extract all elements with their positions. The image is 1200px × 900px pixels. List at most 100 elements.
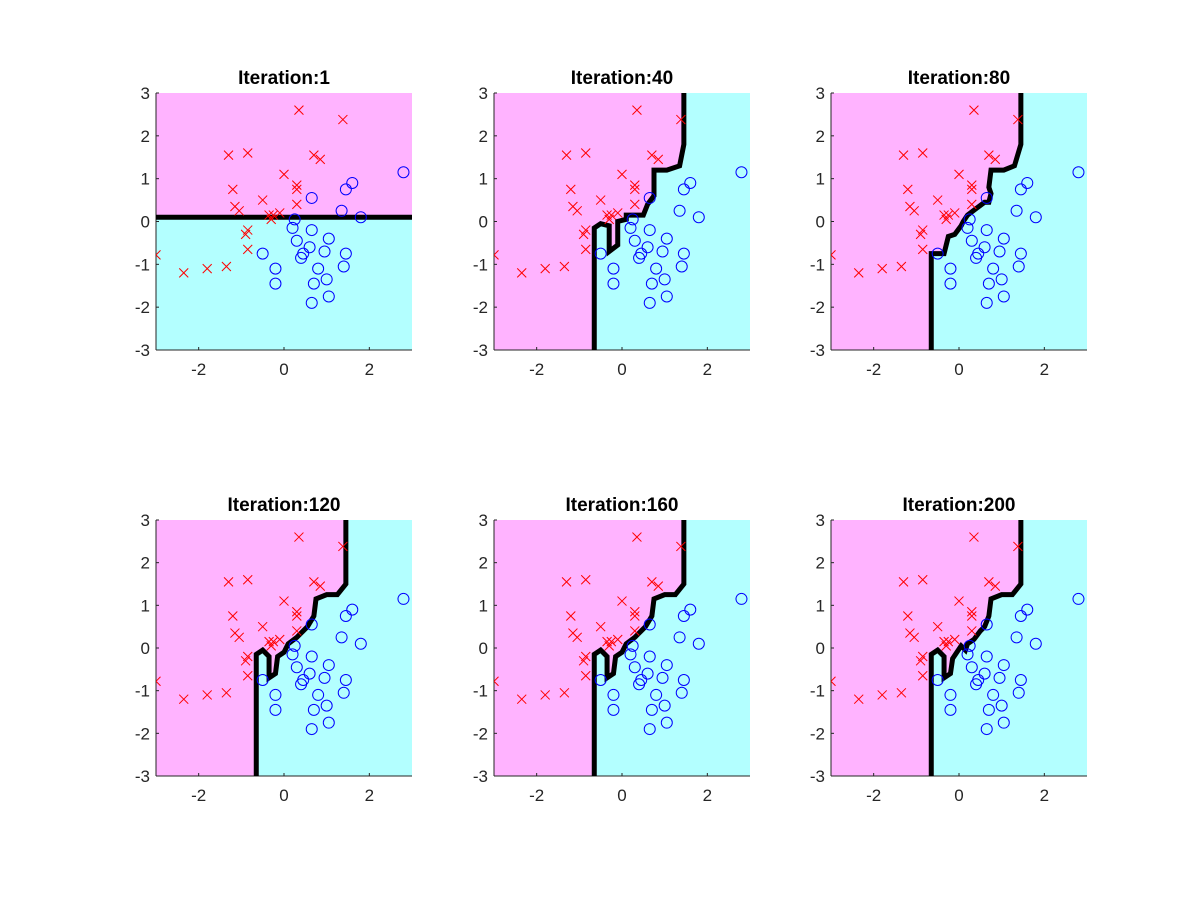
point-class-o	[256, 247, 269, 260]
point-class-x	[1013, 114, 1023, 125]
point-class-x	[291, 184, 302, 195]
point-class-x	[242, 574, 253, 585]
y-tick-label: -1	[810, 255, 825, 274]
point-class-x	[294, 532, 304, 542]
point-class-o	[633, 678, 646, 691]
point-class-o	[339, 247, 352, 260]
point-class-o	[354, 637, 367, 650]
point-class-x	[595, 195, 606, 205]
point-class-x	[932, 195, 943, 205]
point-class-x	[240, 655, 251, 666]
point-class-o	[660, 232, 673, 245]
point-class-x	[604, 214, 615, 225]
point-class-x	[315, 581, 326, 591]
point-class-x	[990, 581, 1001, 591]
point-class-o	[641, 667, 654, 680]
point-class-x	[291, 611, 302, 621]
point-class-o	[339, 183, 352, 196]
point-class-x	[580, 244, 591, 255]
subplot-1: -2 0 2 -3 -2 -1 0 1 2 3 Iteration:1	[135, 68, 412, 379]
point-class-x	[291, 606, 302, 617]
point-class-o	[995, 699, 1008, 712]
point-class-o	[397, 166, 410, 179]
point-class-x	[257, 195, 268, 205]
point-class-x	[309, 150, 319, 160]
point-class-o	[354, 211, 367, 224]
point-class-x	[966, 606, 977, 617]
point-class-o	[295, 251, 308, 264]
point-class-o	[944, 703, 957, 716]
point-class-o	[997, 232, 1010, 245]
point-class-x	[941, 214, 952, 225]
point-class-o	[322, 716, 335, 729]
point-class-x	[853, 268, 864, 278]
point-class-x	[156, 676, 161, 687]
point-class-o	[1072, 166, 1085, 179]
point-class-o	[944, 262, 957, 275]
point-class-x	[966, 180, 977, 190]
point-class-x	[279, 596, 289, 606]
point-class-o	[1021, 176, 1034, 189]
point-class-o	[980, 224, 993, 237]
point-class-x	[561, 150, 572, 160]
point-class-x	[629, 184, 640, 195]
point-class-x	[896, 261, 907, 272]
point-class-o	[339, 610, 352, 622]
point-class-x	[984, 150, 994, 160]
point-class-o	[1021, 603, 1034, 616]
y-tick-label: 3	[816, 84, 825, 103]
point-class-o	[288, 213, 301, 226]
y-tick-label: 0	[479, 639, 488, 658]
y-tick-label: 1	[479, 596, 488, 615]
point-class-o	[643, 618, 656, 631]
point-class-o	[337, 686, 350, 699]
point-class-x	[580, 670, 591, 681]
x-tick-label: 0	[617, 786, 626, 805]
point-class-x	[202, 263, 213, 274]
point-class-o	[961, 221, 974, 234]
x-tick-label: 2	[1040, 360, 1049, 379]
point-class-x	[909, 205, 920, 216]
point-class-o	[633, 251, 646, 264]
y-tick-label: 0	[816, 639, 825, 658]
point-class-o	[735, 166, 748, 179]
point-class-x	[572, 632, 583, 643]
point-class-o	[675, 686, 688, 699]
point-class-o	[978, 667, 991, 680]
point-class-x	[909, 632, 920, 643]
point-class-o	[944, 688, 957, 701]
point-class-x	[902, 611, 913, 621]
point-class-x	[1013, 541, 1023, 552]
point-class-x	[966, 611, 977, 621]
point-class-o	[295, 678, 308, 691]
point-class-o	[305, 618, 318, 631]
point-class-x	[578, 229, 589, 240]
point-class-o	[997, 716, 1010, 729]
y-tick-label: -2	[135, 724, 150, 743]
point-class-o	[931, 674, 944, 686]
point-class-x	[629, 199, 640, 210]
subplot-3: -2 0 2 -3 -2 -1 0 1 2 3 Iteration:80	[810, 68, 1087, 379]
y-tick-label: 3	[141, 511, 150, 530]
y-tick-label: 0	[141, 639, 150, 658]
point-class-o	[982, 277, 995, 290]
point-class-o	[1072, 592, 1085, 605]
point-class-o	[684, 603, 697, 616]
x-tick-label: 0	[279, 786, 288, 805]
point-class-o	[1012, 260, 1025, 273]
y-tick-label: -1	[473, 682, 488, 701]
point-class-x	[632, 105, 642, 115]
subplot-title: Iteration:40	[571, 68, 673, 89]
point-class-o	[980, 191, 993, 204]
point-class-x	[954, 169, 964, 180]
point-class-x	[202, 690, 213, 700]
point-class-x	[629, 180, 640, 190]
point-class-o	[650, 688, 663, 701]
point-class-o	[963, 213, 976, 226]
point-class-o	[645, 703, 658, 716]
point-class-x	[309, 577, 319, 587]
point-class-x	[338, 114, 348, 125]
point-class-o	[677, 183, 690, 196]
point-class-o	[320, 273, 333, 286]
point-class-x	[612, 634, 623, 645]
